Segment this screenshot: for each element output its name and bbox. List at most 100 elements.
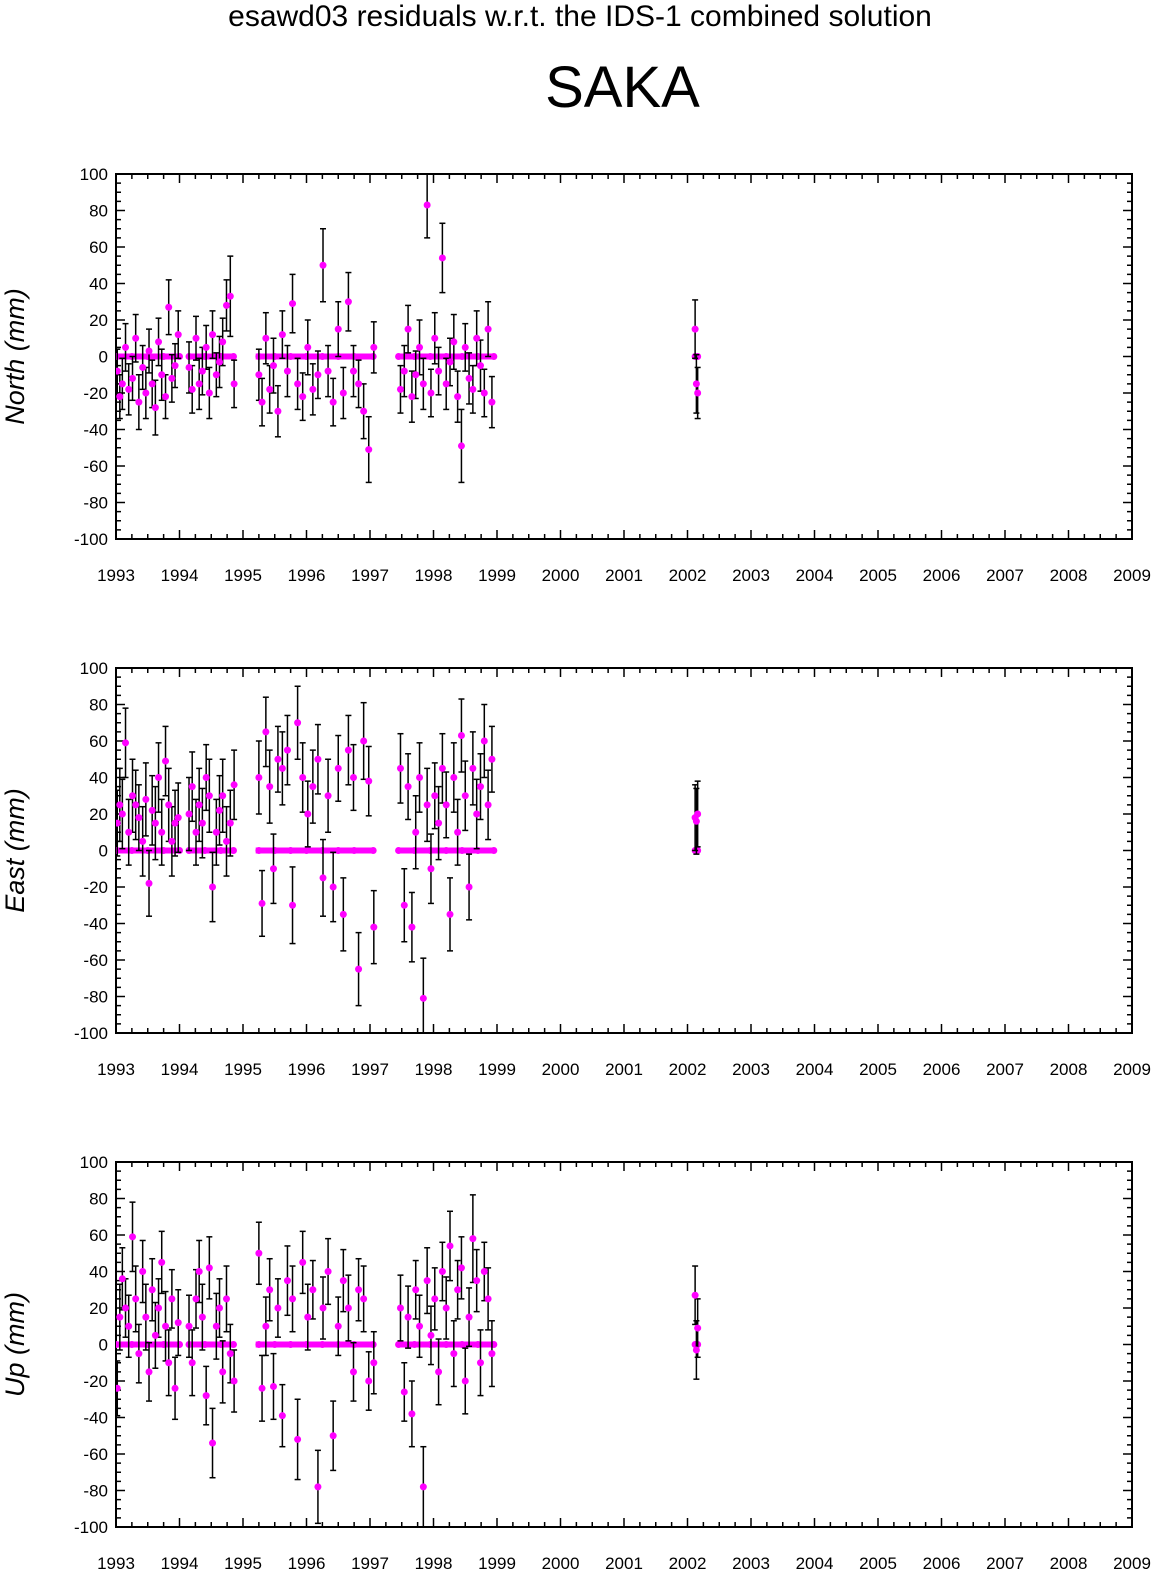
data-point — [222, 301, 230, 309]
data-point — [299, 774, 307, 781]
data-point — [129, 374, 137, 382]
data-point — [488, 755, 496, 763]
x-tick-label: 2005 — [859, 1060, 897, 1079]
data-point — [461, 792, 469, 800]
data-point — [125, 385, 133, 393]
data-point — [212, 1322, 220, 1330]
data-point — [168, 1295, 176, 1303]
x-tick-label: 2001 — [605, 1554, 643, 1573]
x-tick-label: 1994 — [161, 566, 199, 585]
data-point — [324, 792, 332, 800]
data-point — [216, 358, 224, 366]
x-tick-label: 2009 — [1113, 1554, 1151, 1573]
panel-3: -100 -80 -60 -40 -20 0 20 40 60 80 100 1993 1994 1995… — [0, 1153, 1151, 1573]
data-point — [148, 1286, 156, 1294]
data-point — [274, 755, 282, 763]
data-point — [219, 792, 227, 800]
data-point — [148, 380, 156, 388]
data-point — [255, 774, 263, 781]
data-point — [269, 1382, 277, 1390]
data-point — [162, 393, 170, 401]
x-tick-label: 1997 — [351, 566, 389, 585]
y-tick-label: -80 — [83, 494, 108, 513]
data-point — [694, 1324, 702, 1332]
data-point — [419, 380, 427, 388]
data-point — [692, 380, 700, 388]
data-point — [309, 783, 317, 791]
data-point — [465, 1313, 473, 1321]
data-point — [450, 338, 458, 346]
data-point — [360, 1295, 368, 1303]
data-point — [255, 371, 263, 379]
data-point — [122, 739, 130, 747]
data-point — [446, 910, 454, 918]
y-tick-label: -40 — [83, 1409, 108, 1428]
data-point — [289, 1295, 297, 1303]
data-point — [344, 746, 352, 754]
data-point — [416, 343, 424, 351]
data-point — [299, 393, 307, 401]
data-point — [427, 389, 435, 397]
data-point — [334, 1322, 342, 1330]
data-point — [694, 810, 702, 818]
data-point — [329, 398, 337, 406]
data-point — [446, 1242, 454, 1250]
data-point — [258, 398, 266, 406]
panel-2: -100 -80 -60 -40 -20 0 20 40 60 80 100 1993 1994 1995… — [0, 659, 1151, 1079]
data-point — [122, 343, 130, 351]
data-point — [230, 380, 238, 388]
data-point — [304, 1313, 312, 1321]
y-axis-label: North (mm) — [0, 288, 30, 425]
data-point — [142, 1313, 150, 1321]
x-tick-label: 2009 — [1113, 566, 1151, 585]
x-tick-label: 2008 — [1050, 566, 1088, 585]
data-point — [283, 367, 291, 375]
y-tick-label: -80 — [83, 1482, 108, 1501]
data-layer — [116, 174, 702, 484]
data-point — [431, 1295, 439, 1303]
x-tick-label: 1996 — [288, 1060, 326, 1079]
data-point — [294, 380, 302, 388]
data-point — [344, 298, 352, 306]
data-point — [278, 764, 286, 772]
data-point — [438, 1268, 446, 1275]
data-point — [219, 338, 227, 346]
x-tick-label: 1993 — [97, 1554, 135, 1573]
data-point — [365, 777, 373, 785]
y-tick-label: -40 — [83, 421, 108, 440]
data-point — [404, 783, 412, 791]
data-point — [168, 374, 176, 382]
data-point — [118, 810, 126, 818]
data-point — [324, 1268, 332, 1275]
page-title: esawd03 residuals w.r.t. the IDS-1 combi… — [228, 0, 932, 33]
data-point — [145, 879, 153, 887]
data-point — [116, 367, 121, 375]
x-tick-label: 2001 — [605, 566, 643, 585]
x-tick-label: 1993 — [97, 1060, 135, 1079]
station-title: SAKA — [545, 55, 700, 120]
data-point — [129, 1233, 137, 1241]
data-point — [314, 755, 322, 763]
data-layer — [116, 1194, 702, 1527]
data-point — [195, 801, 203, 809]
data-point — [423, 201, 431, 209]
data-point — [344, 1304, 352, 1312]
data-point — [319, 874, 327, 882]
data-point — [216, 806, 224, 814]
data-point — [155, 338, 163, 346]
data-point — [283, 1277, 291, 1285]
data-point — [694, 389, 702, 397]
data-point — [222, 837, 230, 845]
data-point — [195, 380, 203, 388]
x-tick-label: 2000 — [542, 566, 580, 585]
x-tick-label: 2008 — [1050, 1060, 1088, 1079]
data-point — [473, 810, 481, 818]
data-point — [158, 1258, 166, 1266]
y-tick-label: 20 — [89, 311, 108, 330]
data-point — [165, 303, 173, 311]
y-tick-label: -100 — [74, 530, 108, 549]
data-point — [262, 1322, 270, 1330]
data-point — [226, 819, 234, 827]
data-point — [355, 1286, 363, 1294]
data-point — [438, 764, 446, 772]
